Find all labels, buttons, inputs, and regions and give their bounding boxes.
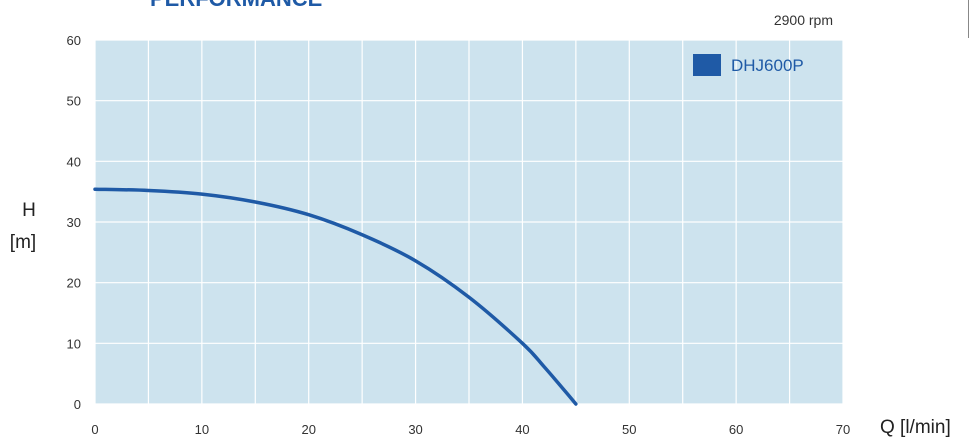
x-tick-label: 0 — [91, 422, 98, 437]
y-tick-label: 30 — [67, 215, 81, 230]
series-group — [93, 187, 578, 406]
x-tick-label: 60 — [729, 422, 743, 437]
series-line-dhj600p — [93, 187, 578, 406]
x-tick-label: 20 — [301, 422, 315, 437]
x-tick-label: 50 — [622, 422, 636, 437]
y-tick-labels: 0 10 20 30 40 50 60 — [67, 33, 81, 412]
y-tick-label: 50 — [67, 94, 81, 109]
speed-note: 2900 rpm — [774, 12, 833, 28]
y-axis-label-line-2: [m] — [10, 232, 36, 253]
x-axis-label: Q [l/min] — [880, 417, 951, 438]
y-tick-label: 10 — [67, 336, 81, 351]
y-tick-label: 20 — [67, 276, 81, 291]
x-tick-label: 70 — [836, 422, 850, 437]
y-tick-label: 0 — [74, 397, 81, 412]
chart-title: PERFORMANCE — [150, 0, 322, 11]
x-tick-label: 10 — [195, 422, 209, 437]
legend-swatch — [693, 54, 721, 76]
legend-label: DHJ600P — [731, 56, 804, 75]
grid-lines — [94, 39, 844, 405]
x-tick-labels: 0 10 20 30 40 50 60 70 — [91, 422, 850, 437]
y-axis-label-line-1: H — [22, 200, 36, 221]
x-tick-label: 30 — [408, 422, 422, 437]
legend: DHJ600P — [693, 54, 804, 76]
y-tick-label: 40 — [67, 154, 81, 169]
y-tick-label: 60 — [67, 33, 81, 48]
x-tick-label: 40 — [515, 422, 529, 437]
